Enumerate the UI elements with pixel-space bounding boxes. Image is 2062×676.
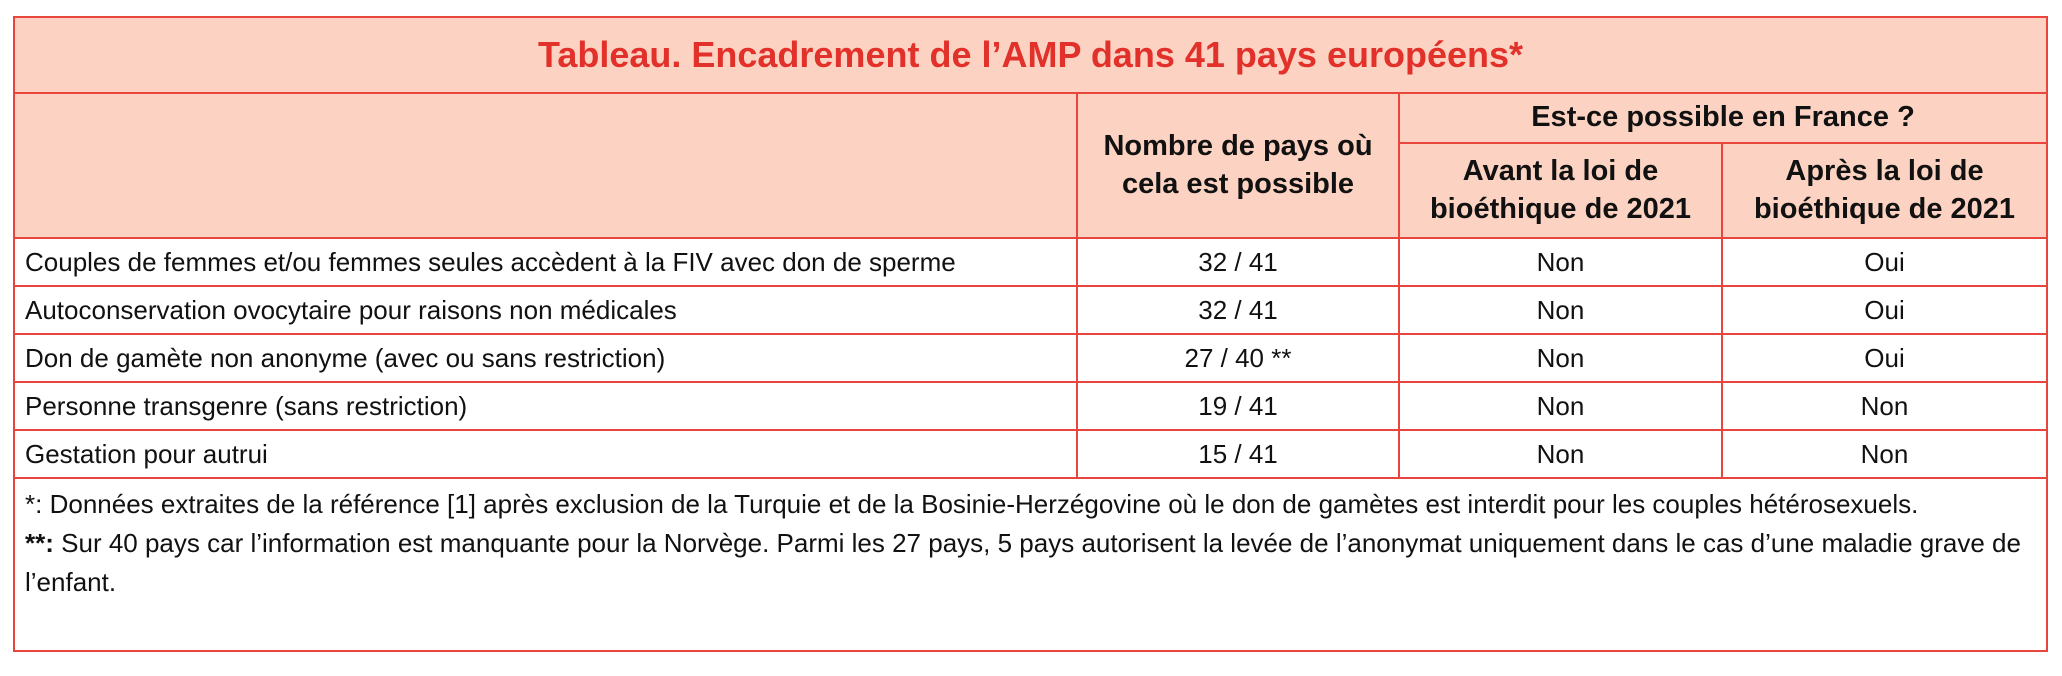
row-label: Don de gamète non anonyme (avec ou sans … [13,333,1078,383]
table-row: Gestation pour autrui 15 / 41 Non Non [13,429,2049,479]
country-count: 27 / 40 ** [1076,333,1400,383]
table-row: Don de gamète non anonyme (avec ou sans … [13,333,2049,383]
row-label: Gestation pour autrui [13,429,1078,479]
table-row: Autoconservation ovocytaire pour raisons… [13,285,2049,335]
after-law: Non [1720,429,2049,479]
header-count: Nombre de pays où cela est possible [1076,92,1400,239]
country-count: 32 / 41 [1076,285,1400,335]
table-title: Tableau. Encadrement de l’AMP dans 41 pa… [12,16,2049,94]
before-law: Non [1398,237,1723,287]
country-count: 19 / 41 [1076,381,1400,431]
country-count: 32 / 41 [1076,237,1400,287]
before-law: Non [1398,285,1723,335]
footnote-text: Sur 40 pays car l’information est manqua… [25,528,2021,597]
header-empty [13,92,1078,239]
before-law: Non [1398,381,1723,431]
footnote-text: Données extraites de la référence [1] ap… [49,489,1919,519]
row-label: Personne transgenre (sans restriction) [13,381,1078,431]
after-law: Non [1720,381,2049,431]
after-law: Oui [1720,333,2049,383]
table-body: Couples de femmes et/ou femmes seules ac… [13,237,2049,479]
header-france: Est-ce possible en France ? [1397,92,2049,144]
before-law: Non [1398,333,1723,383]
table-row: Personne transgenre (sans restriction) 19… [13,381,2049,431]
row-label: Autoconservation ovocytaire pour raisons… [13,285,1078,335]
table-row: Couples de femmes et/ou femmes seules ac… [13,237,2049,287]
after-law: Oui [1720,285,2049,335]
before-law: Non [1398,429,1723,479]
footnote-marker: *: [25,489,43,519]
footnote: **: Sur 40 pays car l’information est ma… [25,524,2036,602]
footnote-marker: **: [25,528,54,558]
header-before: Avant la loi de bioéthique de 2021 [1398,142,1723,239]
footnote: *: Données extraites de la référence [1]… [25,485,2036,524]
row-label: Couples de femmes et/ou femmes seules ac… [13,237,1078,287]
amp-table: Tableau. Encadrement de l’AMP dans 41 pa… [12,16,2049,652]
country-count: 15 / 41 [1076,429,1400,479]
after-law: Oui [1720,237,2049,287]
header-after: Après la loi de bioéthique de 2021 [1720,142,2049,239]
footnotes: *: Données extraites de la référence [1]… [12,477,2049,652]
